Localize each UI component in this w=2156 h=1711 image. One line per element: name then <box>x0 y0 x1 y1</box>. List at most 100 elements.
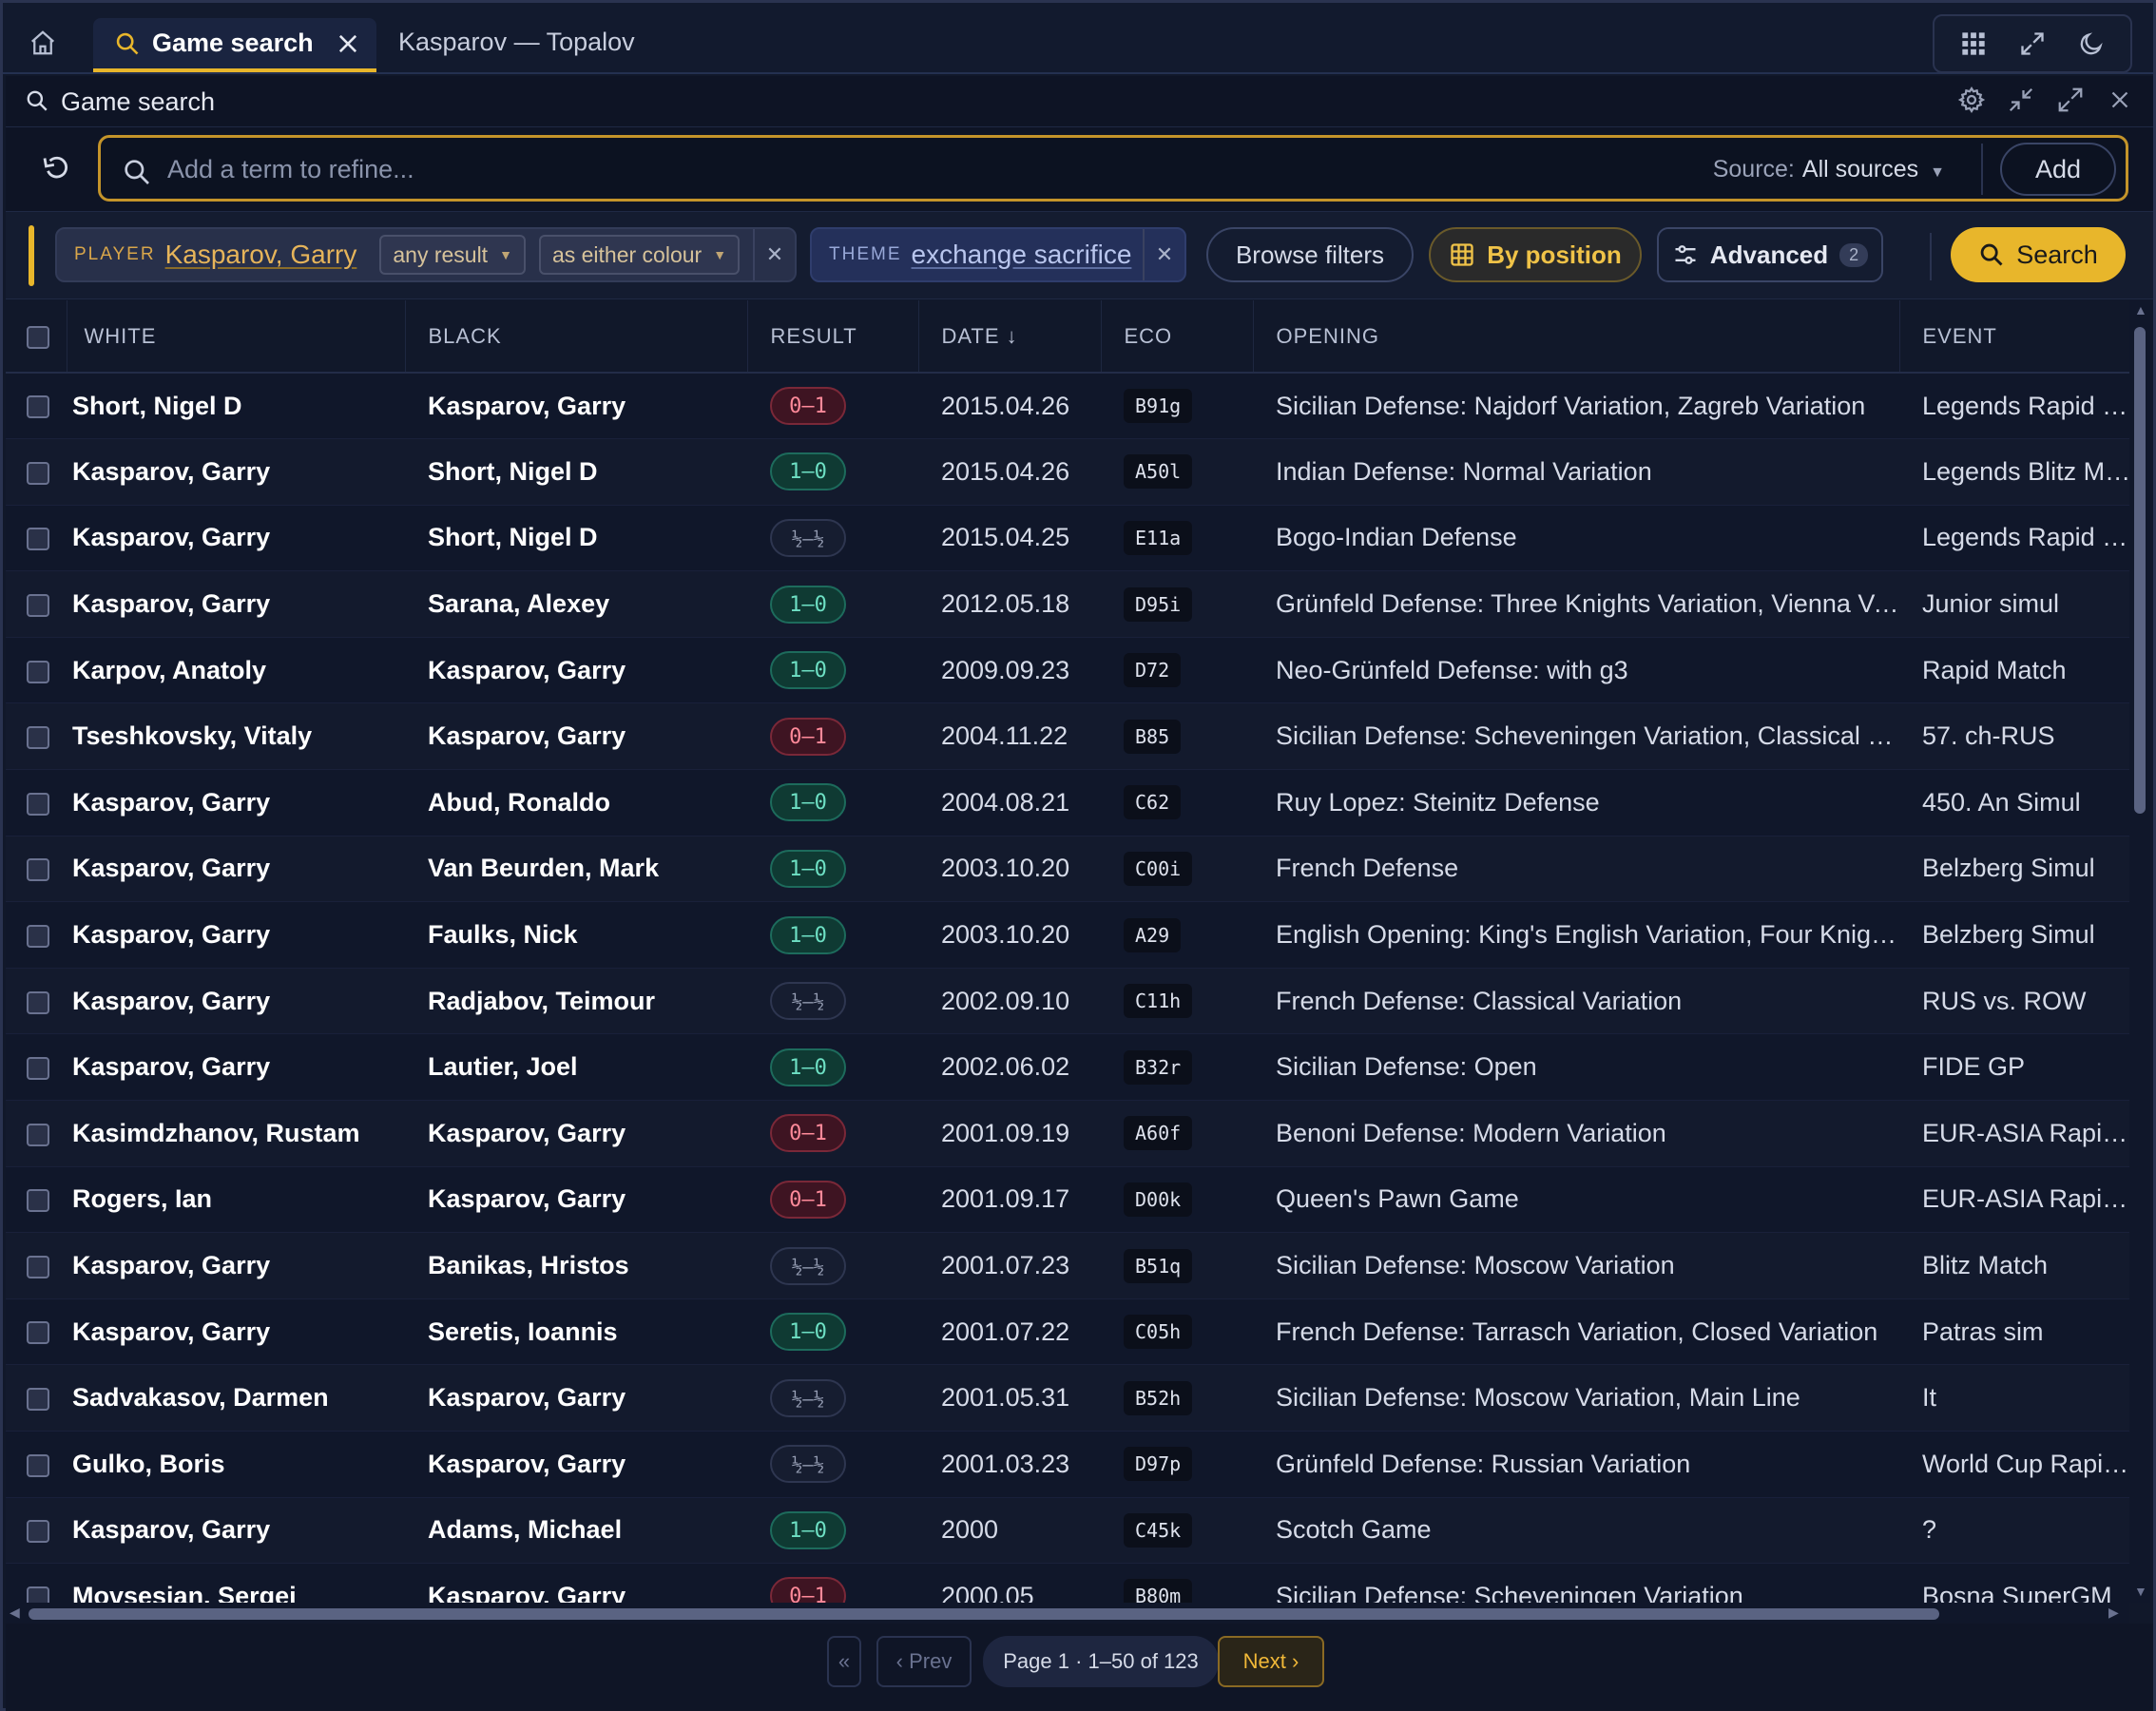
table-row[interactable]: Kasparov, Garry Abud, Ronaldo 1–0 2004.08.2… <box>6 769 2131 836</box>
vertical-scrollbar[interactable]: ▲ ▼ <box>2129 300 2150 1603</box>
row-checkbox[interactable] <box>6 1563 67 1603</box>
row-checkbox[interactable] <box>6 769 67 836</box>
source-select[interactable]: Source: All sources ▼ <box>1713 156 1945 183</box>
advanced-button[interactable]: Advanced 2 <box>1657 227 1883 282</box>
table-row[interactable]: Gulko, Boris Kasparov, Garry ½–½ 2001.03.23… <box>6 1431 2131 1498</box>
row-checkbox[interactable] <box>6 1232 67 1299</box>
black-player: Adams, Michael <box>405 1497 747 1565</box>
table-row[interactable]: Kasparov, Garry Radjabov, Teimour ½–½ 2002.… <box>6 968 2131 1035</box>
scroll-right-icon[interactable]: ▶ <box>2108 1605 2119 1620</box>
row-checkbox[interactable] <box>6 505 67 572</box>
remove-theme-filter-icon[interactable]: ✕ <box>1143 229 1184 280</box>
column-result[interactable]: RESULT <box>747 300 919 374</box>
scroll-left-icon[interactable]: ◀ <box>10 1605 20 1620</box>
table-row[interactable]: Kasparov, Garry Faulks, Nick 1–0 2003.10.20… <box>6 901 2131 969</box>
scrollbar-thumb[interactable] <box>29 1608 1939 1620</box>
row-checkbox[interactable] <box>6 438 67 506</box>
table-row[interactable]: Short, Nigel D Kasparov, Garry 0–1 2015.04.… <box>6 373 2131 440</box>
collapse-icon[interactable] <box>2007 86 2035 114</box>
row-checkbox[interactable] <box>6 570 67 638</box>
browse-filters-button[interactable]: Browse filters <box>1206 227 1414 282</box>
home-icon <box>31 30 54 55</box>
black-player: Kasparov, Garry <box>405 702 747 771</box>
row-checkbox[interactable] <box>6 702 67 771</box>
column-black[interactable]: BLACK <box>405 300 748 374</box>
table-row[interactable]: Kasparov, Garry Lautier, Joel 1–0 2002.06.0… <box>6 1033 2131 1102</box>
select-all-checkbox[interactable] <box>6 300 67 374</box>
undo-icon[interactable] <box>40 152 72 184</box>
row-checkbox[interactable] <box>6 968 67 1035</box>
close-icon[interactable] <box>335 30 361 57</box>
row-checkbox[interactable] <box>6 1497 67 1565</box>
remove-player-filter-icon[interactable]: ✕ <box>753 229 795 280</box>
eco-code: B85 <box>1124 719 1182 754</box>
first-page-button[interactable]: « <box>827 1636 861 1687</box>
table-row[interactable]: Kasparov, Garry Short, Nigel D 1–0 2015.04.… <box>6 438 2131 506</box>
next-page-button[interactable]: Next › <box>1218 1636 1324 1687</box>
close-icon[interactable] <box>2106 86 2134 114</box>
event-cell: Legends Rapid Matc <box>1899 373 2131 440</box>
opening-cell: Sicilian Defense: Open <box>1253 1033 1899 1102</box>
player-name[interactable]: Kasparov, Garry <box>164 240 357 269</box>
table-row[interactable]: Kasparov, Garry Banikas, Hristos ½–½ 2001.0… <box>6 1232 2131 1299</box>
table-row[interactable]: Kasimdzhanov, Rustam Kasparov, Garry 0–1 20… <box>6 1100 2131 1167</box>
table-row[interactable]: Kasparov, Garry Short, Nigel D ½–½ 2015.04.… <box>6 505 2131 572</box>
search-button[interactable]: Search <box>1951 227 2126 282</box>
grid-icon[interactable] <box>1956 27 1991 61</box>
row-checkbox[interactable] <box>6 1431 67 1498</box>
table-row[interactable]: Tseshkovsky, Vitaly Kasparov, Garry 0–1 200… <box>6 702 2131 771</box>
horizontal-scrollbar[interactable]: ◀ ▶ <box>6 1603 2129 1624</box>
theme-value[interactable]: exchange sacrifice <box>911 240 1132 269</box>
moon-icon[interactable] <box>2074 27 2108 61</box>
column-white[interactable]: WHITE <box>67 300 406 374</box>
player-filter-chip[interactable]: PLAYER Kasparov, Garry any result ▼ as ei… <box>55 227 797 282</box>
by-position-button[interactable]: By position <box>1429 227 1642 282</box>
prev-page-button[interactable]: ‹ Prev <box>876 1636 972 1687</box>
filter-row: PLAYER Kasparov, Garry any result ▼ as ei… <box>6 211 2153 299</box>
add-button[interactable]: Add <box>2000 143 2116 196</box>
row-checkbox[interactable] <box>6 1298 67 1366</box>
table-row[interactable]: Kasparov, Garry Adams, Michael 1–0 2000 C45k… <box>6 1497 2131 1565</box>
tab-game-search[interactable]: Game search <box>93 18 376 72</box>
row-checkbox[interactable] <box>6 637 67 704</box>
column-date[interactable]: DATE ↓ <box>918 300 1102 374</box>
row-checkbox[interactable] <box>6 1033 67 1102</box>
date-cell: 2002.06.02 <box>918 1033 1101 1102</box>
row-checkbox[interactable] <box>6 1364 67 1432</box>
column-eco[interactable]: ECO <box>1101 300 1254 374</box>
gear-icon[interactable] <box>1957 86 1986 114</box>
scroll-up-icon[interactable]: ▲ <box>2134 302 2147 317</box>
column-opening[interactable]: OPENING <box>1253 300 1900 374</box>
colour-select[interactable]: as either colour ▼ <box>538 235 741 275</box>
result-select[interactable]: any result ▼ <box>379 235 526 275</box>
tab-kasparov-topalov[interactable]: Kasparov — Topalov <box>398 28 635 56</box>
search-icon <box>125 160 149 184</box>
search-icon <box>1980 243 2003 266</box>
table-row[interactable]: Kasparov, Garry Van Beurden, Mark 1–0 2003.… <box>6 836 2131 903</box>
eco-cell: D95i <box>1101 570 1253 638</box>
theme-filter-chip[interactable]: THEME exchange sacrifice ✕ <box>810 227 1186 282</box>
result-cell: 0–1 <box>747 702 918 771</box>
row-checkbox[interactable] <box>6 1166 67 1234</box>
accent-bar <box>29 225 34 286</box>
row-checkbox[interactable] <box>6 1100 67 1167</box>
search-input[interactable]: Add a term to refine... <box>167 155 414 183</box>
column-event[interactable]: EVENT <box>1899 300 2131 374</box>
eco-cell: D97p <box>1101 1431 1253 1498</box>
row-checkbox[interactable] <box>6 901 67 969</box>
maximize-icon[interactable] <box>2056 86 2085 114</box>
table-row[interactable]: Sadvakasov, Darmen Kasparov, Garry ½–½ 2001… <box>6 1364 2131 1432</box>
row-checkbox[interactable] <box>6 836 67 903</box>
table-row[interactable]: Rogers, Ian Kasparov, Garry 0–1 2001.09.17 D… <box>6 1166 2131 1234</box>
table-row[interactable]: Kasparov, Garry Seretis, Ioannis 1–0 2001.0… <box>6 1298 2131 1366</box>
scrollbar-thumb[interactable] <box>2134 327 2146 814</box>
expand-icon[interactable] <box>2015 27 2050 61</box>
row-checkbox[interactable] <box>6 373 67 440</box>
eco-cell: B52h <box>1101 1364 1253 1432</box>
home-button[interactable] <box>24 24 62 62</box>
eco-code: C05h <box>1124 1315 1193 1350</box>
scroll-down-icon[interactable]: ▼ <box>2134 1584 2147 1599</box>
table-row[interactable]: Karpov, Anatoly Kasparov, Garry 1–0 2009.09… <box>6 637 2131 704</box>
table-row[interactable]: Movsesian, Sergei Kasparov, Garry 0–1 2000.… <box>6 1563 2131 1603</box>
table-row[interactable]: Kasparov, Garry Sarana, Alexey 1–0 2012.05.… <box>6 570 2131 638</box>
